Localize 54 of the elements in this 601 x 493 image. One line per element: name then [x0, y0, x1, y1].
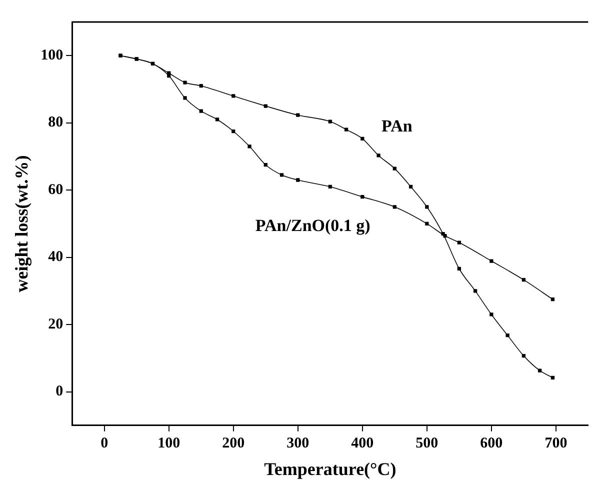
point [328, 184, 332, 189]
point [328, 120, 332, 124]
x-axis-title: Temperature(°C) [264, 458, 396, 479]
point [199, 109, 203, 113]
point [183, 96, 187, 100]
point [376, 154, 380, 158]
series-label: PAn [382, 116, 413, 136]
x-tick-label: 500 [416, 435, 438, 452]
x-tick-label: 400 [351, 435, 374, 452]
point [490, 312, 494, 316]
series-label: PAn/ZnO(0.1 g) [255, 216, 370, 235]
point [522, 278, 526, 282]
point [457, 240, 461, 244]
point [506, 333, 510, 338]
point [425, 205, 429, 209]
point [167, 71, 171, 75]
point [296, 178, 300, 182]
y-tick-label: 60 [48, 182, 64, 198]
x-tick-label: 700 [544, 435, 568, 452]
point [550, 376, 555, 380]
point [522, 354, 526, 358]
x-tick-label: 600 [480, 435, 503, 452]
y-tick-label: 40 [48, 249, 64, 266]
y-tick-label: 100 [40, 47, 64, 64]
point [457, 266, 461, 271]
point [344, 128, 348, 132]
point [425, 222, 429, 226]
x-tick-label: 200 [222, 435, 245, 452]
point [473, 289, 478, 293]
x-tick-label: 300 [286, 435, 310, 452]
point [392, 205, 396, 209]
point [360, 136, 364, 140]
point [264, 163, 268, 167]
point [232, 129, 236, 134]
y-tick-label: 0 [56, 384, 64, 400]
point [215, 118, 220, 122]
point [183, 80, 187, 84]
point [280, 173, 284, 177]
point [538, 368, 542, 372]
point [199, 84, 203, 88]
point [264, 104, 268, 108]
point [408, 184, 413, 189]
x-tick-label: 0 [100, 435, 108, 452]
point [360, 194, 364, 199]
point [392, 166, 396, 170]
y-axis-title: weight loss(wt.%) [11, 155, 32, 292]
y-tick-label: 80 [48, 114, 64, 131]
point [296, 113, 300, 117]
point [550, 298, 555, 302]
point [490, 259, 494, 263]
point [248, 144, 252, 148]
point [232, 94, 236, 98]
y-tick-label: 20 [48, 316, 64, 332]
x-tick-label: 100 [158, 435, 180, 452]
